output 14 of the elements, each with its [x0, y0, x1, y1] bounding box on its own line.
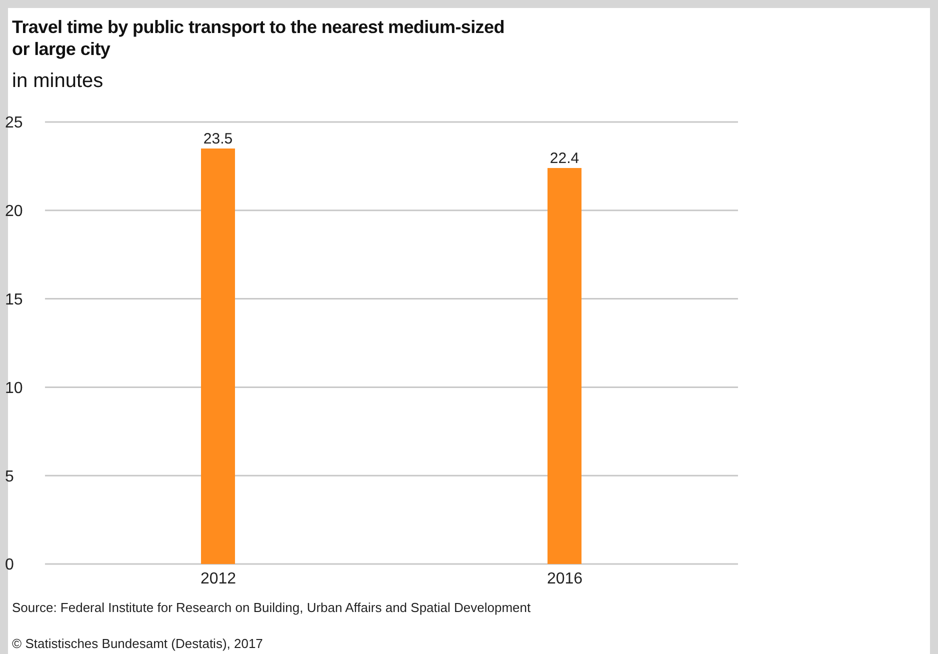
chart-subtitle: in minutes [12, 70, 104, 93]
x-tick-label: 2012 [200, 570, 236, 588]
y-tick-label: 5 [5, 468, 14, 486]
y-tick-label: 15 [5, 291, 23, 308]
y-tick-label: 10 [5, 380, 23, 397]
chart-title: Travel time by public transport to the nearest medium-sized or large city [12, 16, 504, 60]
y-tick-label: 20 [5, 203, 23, 220]
y-tick-label: 25 [5, 114, 23, 132]
x-tick-label: 2016 [546, 570, 583, 588]
data-label: 22.4 [550, 150, 580, 167]
source-note: Source: Federal Institute for Research on Building, Urban Affairs and Spatial Development [12, 600, 531, 615]
data-label: 23.5 [203, 130, 233, 148]
y-tick-label: 0 [5, 556, 14, 574]
text: © Statistisches Bundesamt (Destatis), 2017 [12, 636, 263, 651]
